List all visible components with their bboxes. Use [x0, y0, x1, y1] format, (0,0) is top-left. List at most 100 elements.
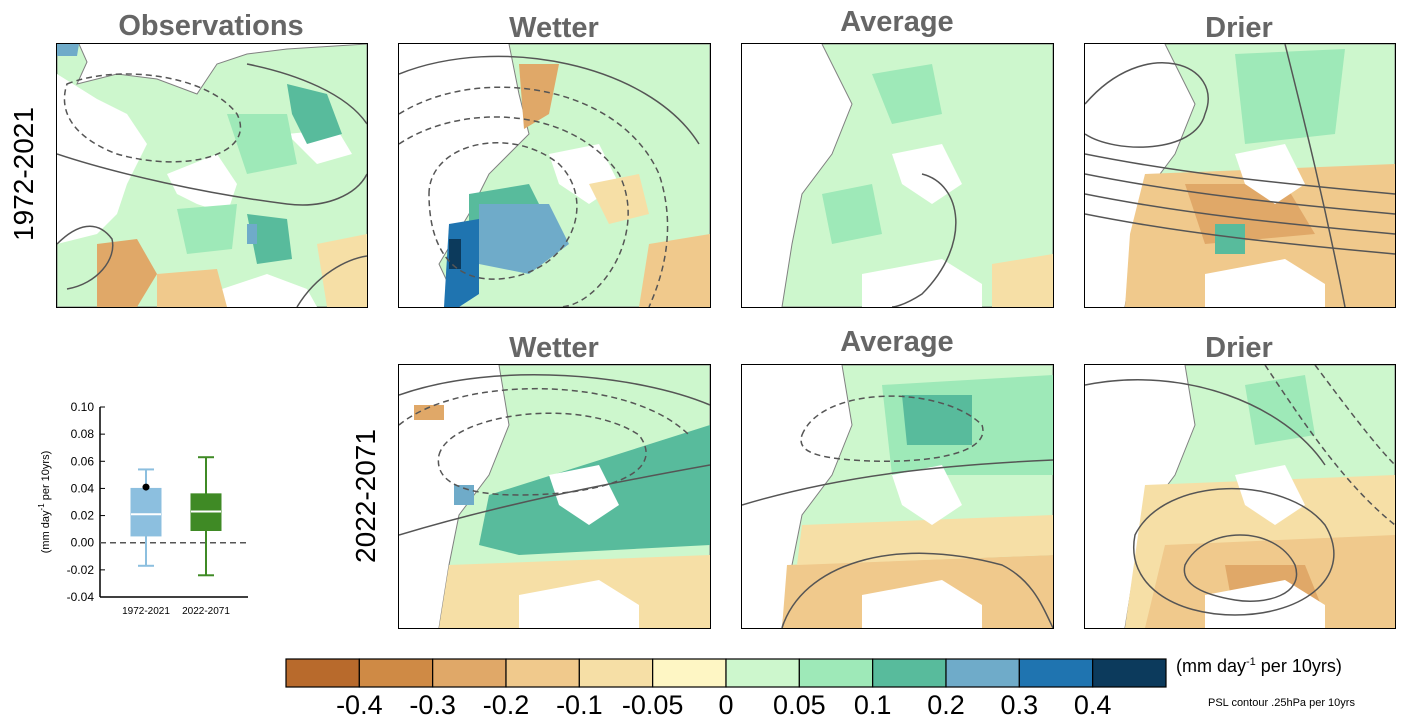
x-category-label: 1972-2021: [122, 606, 170, 617]
map-drier-1972-2021: [1084, 43, 1396, 308]
y-tick-label: 0.08: [71, 427, 95, 441]
colorbar-bin: [505, 658, 580, 688]
x-category-label: 2022-2071: [182, 606, 230, 617]
psl-contour: [437, 412, 647, 496]
psl-contour-note: PSL contour .25hPa per 10yrs: [1208, 697, 1355, 709]
sea-area: [892, 465, 962, 525]
trend-patch: [1215, 224, 1245, 254]
trend-patch: [519, 64, 559, 129]
psl-contour: [57, 153, 367, 206]
trend-patch: [227, 114, 297, 174]
trend-patch: [97, 239, 157, 307]
title-observations: Observations: [118, 10, 304, 42]
colorbar-bin: [652, 658, 727, 688]
sea-area: [1235, 465, 1305, 525]
colorbar-bin: [285, 658, 360, 688]
colorbar-tick-label: 0.05: [773, 690, 826, 720]
trend-patch: [317, 234, 367, 307]
trend-patch: [454, 485, 474, 505]
map-svg: [399, 365, 710, 628]
trend-patch: [1235, 49, 1345, 144]
map-wetter-1972-2021: [398, 43, 711, 308]
sea-area: [287, 129, 352, 164]
map-average-1972-2021: [741, 43, 1054, 308]
map-svg: [781, 44, 1053, 307]
colorbar-tick-label: -0.05: [621, 690, 684, 720]
row-label-2022-2071: 2022-2071: [350, 429, 381, 563]
trend-patch: [247, 214, 292, 264]
colorbar-tick-label: -0.1: [556, 690, 603, 720]
title-drier-bottom: Drier: [1205, 332, 1273, 364]
sea-area: [549, 465, 619, 525]
sea-area: [167, 154, 237, 214]
psl-contour: [1085, 379, 1326, 466]
trend-patch: [157, 269, 227, 307]
trend-patch: [639, 234, 710, 307]
y-tick-label: 0.10: [71, 400, 95, 414]
sea-area: [862, 580, 982, 628]
colorbar-bin: [1018, 658, 1094, 688]
colorbar-tick-label: -0.3: [409, 690, 456, 720]
psl-contour: [1314, 365, 1395, 466]
psl-contour: [781, 552, 1053, 628]
colorbar-bin: [798, 658, 874, 688]
psl-contour: [57, 225, 114, 290]
colorbar-tick-label: 0.2: [927, 690, 965, 720]
colorbar-bin: [725, 658, 800, 688]
psl-contour: [891, 173, 957, 307]
map-wetter-2022-2071: [398, 364, 711, 629]
psl-contour: [399, 86, 669, 307]
map-svg: [399, 44, 710, 307]
trend-patch: [797, 515, 1053, 565]
colorbar-bin: [578, 658, 654, 688]
psl-contour: [1085, 213, 1395, 255]
map-svg: [742, 365, 1053, 628]
y-axis-label: (mm day-1 per 10yrs): [37, 451, 52, 553]
y-tick-label: 0.02: [71, 509, 95, 523]
psl-contour: [63, 73, 242, 163]
colorbar-tick-label: 0: [718, 690, 734, 720]
boxplot-chart: -0.04 -0.02 0.00 0.02 0.04 0.06 0.08 0.10 (mm da…: [37, 400, 248, 617]
box-1972-2021: [130, 468, 162, 567]
map-average-2022-2071: [741, 364, 1054, 629]
sea-area: [207, 274, 317, 307]
psl-contour: [399, 116, 629, 307]
colorbar-units: (mm day-1 per 10yrs): [1176, 656, 1342, 676]
sea-area: [1235, 144, 1305, 204]
trend-patch: [287, 84, 342, 144]
psl-contour: [296, 255, 367, 307]
psl-contour: [1085, 62, 1209, 148]
trend-patch: [1245, 375, 1315, 445]
colorbar-bin: [872, 658, 947, 688]
psl-contour: [742, 459, 1053, 506]
psl-contour: [399, 387, 690, 436]
y-tick-label: -0.02: [67, 563, 95, 577]
sea-area: [519, 580, 639, 628]
map-svg: [57, 44, 367, 307]
psl-contour: [428, 142, 578, 280]
trend-patch: [449, 239, 461, 269]
y-tick-label: 0.06: [71, 454, 95, 468]
colorbar-tick-label: 0.4: [1073, 690, 1112, 720]
sea-area: [1205, 580, 1325, 628]
colorbar-bin: [358, 658, 434, 688]
sea-area: [57, 74, 147, 244]
trend-patch: [479, 204, 569, 274]
trend-patch: [589, 174, 649, 224]
psl-contour: [1085, 153, 1395, 195]
y-tick-label: 0.00: [71, 536, 95, 550]
psl-contour: [1264, 365, 1395, 526]
colorbar-tick-label: 0.3: [1000, 690, 1039, 720]
colorbar-tick-label: -0.2: [482, 690, 530, 720]
colorbar-tick-label: -0.4: [336, 690, 383, 720]
map-observations-1972-2021: [56, 43, 368, 308]
map-svg: [1085, 44, 1395, 307]
colorbar-bin: [945, 658, 1020, 688]
title-average-bottom: Average: [840, 326, 954, 358]
trend-patch: [902, 395, 972, 445]
title-wetter-top: Wetter: [509, 12, 599, 44]
colorbar-bin: [1092, 658, 1167, 688]
psl-contour: [246, 63, 367, 125]
y-tick-label: -0.04: [67, 590, 95, 604]
trend-patch: [992, 254, 1053, 307]
